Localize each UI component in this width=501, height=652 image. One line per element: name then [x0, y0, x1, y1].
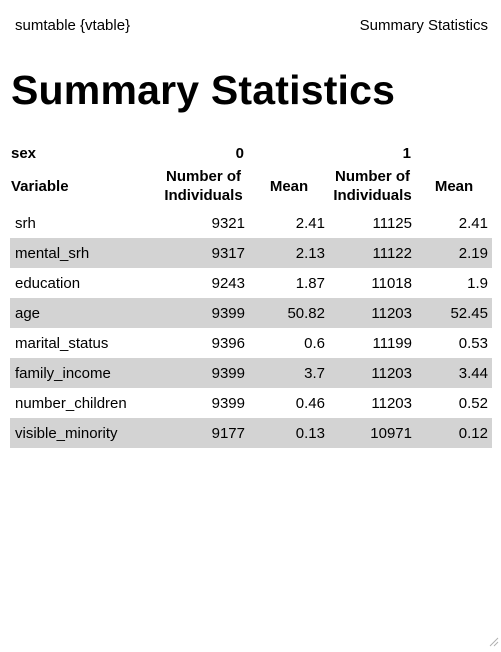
variable-cell: mental_srh	[10, 238, 158, 268]
variable-cell: marital_status	[15, 334, 109, 352]
table-row: education 9243 1.87 11018 1.9	[10, 268, 492, 298]
group-1-spacer	[416, 142, 492, 164]
variable-cell: number_children	[15, 394, 127, 412]
mean-cell: 3.44	[416, 358, 492, 388]
variable-cell: visible_minority	[10, 418, 158, 448]
table-row: age 9399 50.82 11203 52.45	[10, 298, 492, 328]
column-header-count-0: Number of Individuals	[164, 168, 243, 204]
table-row: visible_minority 9177 0.13 10971 0.12	[10, 418, 492, 448]
resize-grip-icon[interactable]	[487, 634, 499, 647]
document-header: sumtable {vtable} Summary Statistics	[15, 17, 488, 35]
group-0-header: 0	[235, 144, 244, 162]
variable-cell: family_income	[10, 358, 158, 388]
table-row: number_children 9399 0.46 11203 0.52	[10, 388, 492, 418]
column-header-mean-1: Mean	[434, 177, 474, 195]
table-row: family_income 9399 3.7 11203 3.44	[10, 358, 492, 388]
column-header-mean-0: Mean	[269, 177, 309, 195]
count-cell: 9399	[158, 358, 249, 388]
mean-cell: 3.7	[249, 358, 329, 388]
group-label: sex	[11, 144, 37, 162]
mean-cell: 0.13	[249, 418, 329, 448]
mean-cell: 52.45	[416, 298, 492, 328]
count-cell: 9243	[211, 274, 245, 292]
summary-table: sex 0 1 Variable Number of Individuals M…	[10, 142, 492, 448]
mean-cell: 0.46	[295, 394, 325, 412]
mean-cell: 2.41	[295, 214, 325, 232]
count-cell: 10971	[329, 418, 416, 448]
count-cell: 11203	[329, 298, 416, 328]
table-row: mental_srh 9317 2.13 11122 2.19	[10, 238, 492, 268]
group-header-row: sex 0 1	[10, 142, 492, 164]
help-topic-label: sumtable {vtable}	[15, 17, 131, 34]
mean-cell: 2.41	[458, 214, 488, 232]
mean-cell: 1.87	[295, 274, 325, 292]
count-cell: 9399	[211, 394, 245, 412]
mean-cell: 1.9	[467, 274, 488, 292]
mean-cell: 0.6	[304, 334, 325, 352]
mean-cell: 2.13	[249, 238, 329, 268]
count-cell: 11203	[329, 358, 416, 388]
page-title: Summary Statistics	[11, 67, 396, 113]
count-cell: 11018	[371, 274, 412, 292]
count-cell: 11199	[372, 334, 413, 352]
table-row: marital_status 9396 0.6 11199 0.53	[10, 328, 492, 358]
count-cell: 11122	[329, 238, 416, 268]
count-cell: 9177	[158, 418, 249, 448]
group-1-header: 1	[402, 144, 411, 162]
count-cell: 9399	[158, 298, 249, 328]
mean-cell: 2.19	[416, 238, 492, 268]
variable-cell: srh	[15, 214, 36, 232]
mean-cell: 0.12	[416, 418, 492, 448]
count-cell: 9317	[158, 238, 249, 268]
column-header-variable: Variable	[11, 177, 69, 195]
mean-cell: 0.52	[458, 394, 488, 412]
table-row: srh 9321 2.41 11125 2.41	[10, 208, 492, 238]
header-title: Summary Statistics	[359, 17, 488, 34]
variable-cell: education	[15, 274, 81, 292]
variable-cell: age	[10, 298, 158, 328]
column-header-row: Variable Number of Individuals Mean Numb…	[10, 164, 492, 208]
count-cell: 9321	[211, 214, 245, 232]
mean-cell: 50.82	[249, 298, 329, 328]
mean-cell: 0.53	[458, 334, 488, 352]
count-cell: 11125	[372, 214, 413, 232]
group-0-spacer	[249, 142, 329, 164]
count-cell: 11203	[371, 394, 412, 412]
column-header-count-1: Number of Individuals	[333, 168, 412, 204]
count-cell: 9396	[211, 334, 245, 352]
